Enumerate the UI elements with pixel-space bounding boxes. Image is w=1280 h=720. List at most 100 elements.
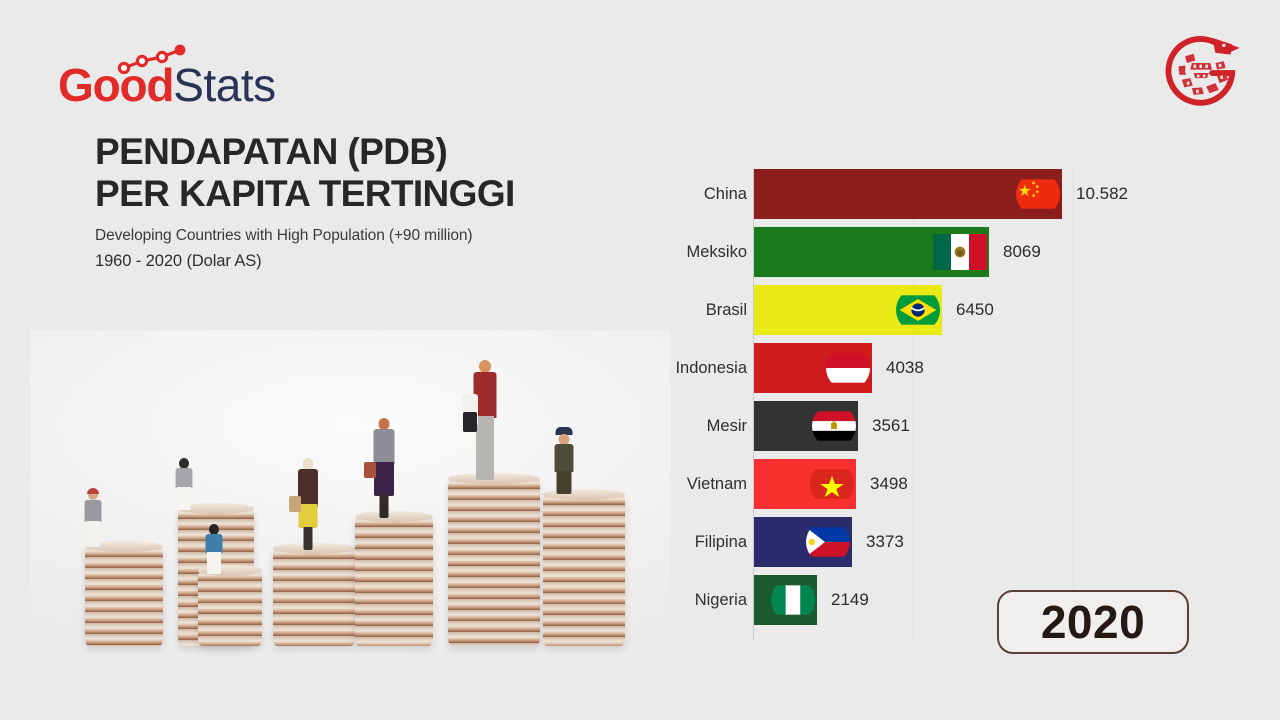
flag-indonesia-icon xyxy=(826,346,870,390)
figurine-torso xyxy=(473,372,497,418)
bar-row: Indonesia 4038 xyxy=(660,343,1260,393)
figurine-torso xyxy=(205,534,223,553)
figurine-legs xyxy=(556,471,572,494)
bar-vietnam xyxy=(754,459,856,509)
figurine-legs xyxy=(86,521,100,547)
year-label: 2020 xyxy=(1040,596,1146,648)
bar-row: Brasil 6450 xyxy=(660,285,1260,335)
bar-mesir xyxy=(754,401,858,451)
page-title-line-1: PENDAPATAN (PDB) xyxy=(95,131,448,172)
figurine-cap-icon xyxy=(87,488,99,494)
figurine-head xyxy=(88,490,98,500)
figurine-legs xyxy=(177,487,191,510)
garuda-emblem-icon xyxy=(1165,36,1240,106)
year-badge: 2020 xyxy=(997,590,1189,654)
flag-mexico-icon xyxy=(933,229,987,275)
figurine-7 xyxy=(548,427,580,494)
figurine-5 xyxy=(364,418,400,518)
chart-gridlines xyxy=(660,160,1260,640)
bar-chart: China 10.582 Meksiko 8069 Brasil 6450 Indon… xyxy=(660,160,1260,660)
logo-stats-text: Stats xyxy=(173,59,276,111)
figurine-head xyxy=(302,458,314,470)
figurine-legs xyxy=(476,416,494,480)
coin-stack-6 xyxy=(448,473,540,646)
bar-value-china: 10.582 xyxy=(1076,184,1128,203)
figurine-3 xyxy=(200,524,228,574)
chart-axis-line xyxy=(753,168,754,640)
figurine-torso xyxy=(175,468,193,488)
subtitle-population: Developing Countries with High Populatio… xyxy=(95,227,473,245)
logo-chart-spark-icon xyxy=(117,44,186,74)
figurine-head xyxy=(209,524,219,535)
figurine-6 xyxy=(462,360,502,480)
gridline xyxy=(913,168,914,640)
figurine-torso xyxy=(554,444,574,472)
page-title-line-2: PER KAPITA TERTINGGI xyxy=(95,173,515,215)
bar-meksiko xyxy=(754,227,989,277)
bar-brasil xyxy=(754,285,942,335)
figurine-head xyxy=(558,434,570,445)
figurine-legs xyxy=(303,527,313,550)
bar-country-label-brasil: Brasil xyxy=(705,301,747,319)
figurine-skirt xyxy=(374,462,394,496)
flag-egypt-icon xyxy=(812,404,856,448)
bar-row: China 10.582 xyxy=(660,169,1260,219)
coin-stack-1 xyxy=(85,541,163,646)
figurine-2 xyxy=(170,458,198,510)
figurine-legs xyxy=(379,495,389,518)
figurine-legs xyxy=(207,552,221,574)
coin-stack-7 xyxy=(543,489,625,646)
figurine-1 xyxy=(78,488,108,548)
figurine-torso xyxy=(373,429,395,465)
bar-indonesia xyxy=(754,343,872,393)
bar-country-label-vietnam: Vietnam xyxy=(686,475,747,493)
bar-value-meksiko: 8069 xyxy=(1003,242,1041,261)
coin-stack-5 xyxy=(355,511,433,646)
figurine-torso xyxy=(298,469,318,507)
bar-country-label-meksiko: Meksiko xyxy=(686,243,747,261)
bar-country-label-nigeria: Nigeria xyxy=(694,591,747,609)
bar-value-nigeria: 2149 xyxy=(831,590,869,609)
bar-row: Mesir 3561 xyxy=(660,401,1260,451)
coin-stacks-illustration xyxy=(30,330,670,670)
figurine-head xyxy=(378,418,390,430)
figurine-4 xyxy=(289,458,324,550)
figurine-hat-icon xyxy=(555,427,573,435)
subtitle-period: 1960 - 2020 (Dolar AS) xyxy=(95,252,262,271)
bar-filipina xyxy=(754,517,852,567)
bar-value-vietnam: 3498 xyxy=(870,474,908,493)
flag-china-icon xyxy=(1016,172,1060,216)
bar-value-filipina: 3373 xyxy=(866,532,904,551)
bar-row: Nigeria 2149 xyxy=(660,575,1260,625)
bar-nigeria xyxy=(754,575,817,625)
bar-country-label-china: China xyxy=(703,185,747,203)
flag-philippines-icon xyxy=(806,520,850,564)
bar-row: Vietnam 3498 xyxy=(660,459,1260,509)
bar-value-brasil: 6450 xyxy=(956,300,994,319)
flag-brazil-icon xyxy=(896,288,940,332)
goodstats-logo: GoodStats xyxy=(58,44,298,110)
figurine-torso xyxy=(84,500,102,522)
bar-value-indonesia: 4038 xyxy=(886,358,924,377)
bar-value-mesir: 3561 xyxy=(872,416,910,435)
figurine-skirt xyxy=(298,504,318,528)
coin-stack-3 xyxy=(198,565,262,646)
figurine-head xyxy=(479,360,491,373)
logo-wordmark: GoodStats xyxy=(58,62,276,108)
figurine-bag-icon xyxy=(289,496,301,512)
bar-row: Filipina 3373 xyxy=(660,517,1260,567)
gridline xyxy=(1073,168,1074,640)
logo-good-text: Good xyxy=(58,59,174,111)
coin-stack-4 xyxy=(273,543,355,646)
bar-country-label-indonesia: Indonesia xyxy=(675,359,747,377)
figurine-head xyxy=(179,458,189,469)
bar-country-label-filipina: Filipina xyxy=(694,533,747,551)
bar-china xyxy=(754,169,1062,219)
bar-country-label-mesir: Mesir xyxy=(706,417,747,435)
flag-nigeria-icon xyxy=(771,578,815,622)
figurine-bag-icon xyxy=(364,462,376,478)
title-block: PENDAPATAN (PDB) PER KAPITA TERTINGGI De… xyxy=(95,131,655,271)
figurine-bag-icon xyxy=(463,412,477,432)
bar-row: Meksiko 8069 xyxy=(660,227,1260,277)
